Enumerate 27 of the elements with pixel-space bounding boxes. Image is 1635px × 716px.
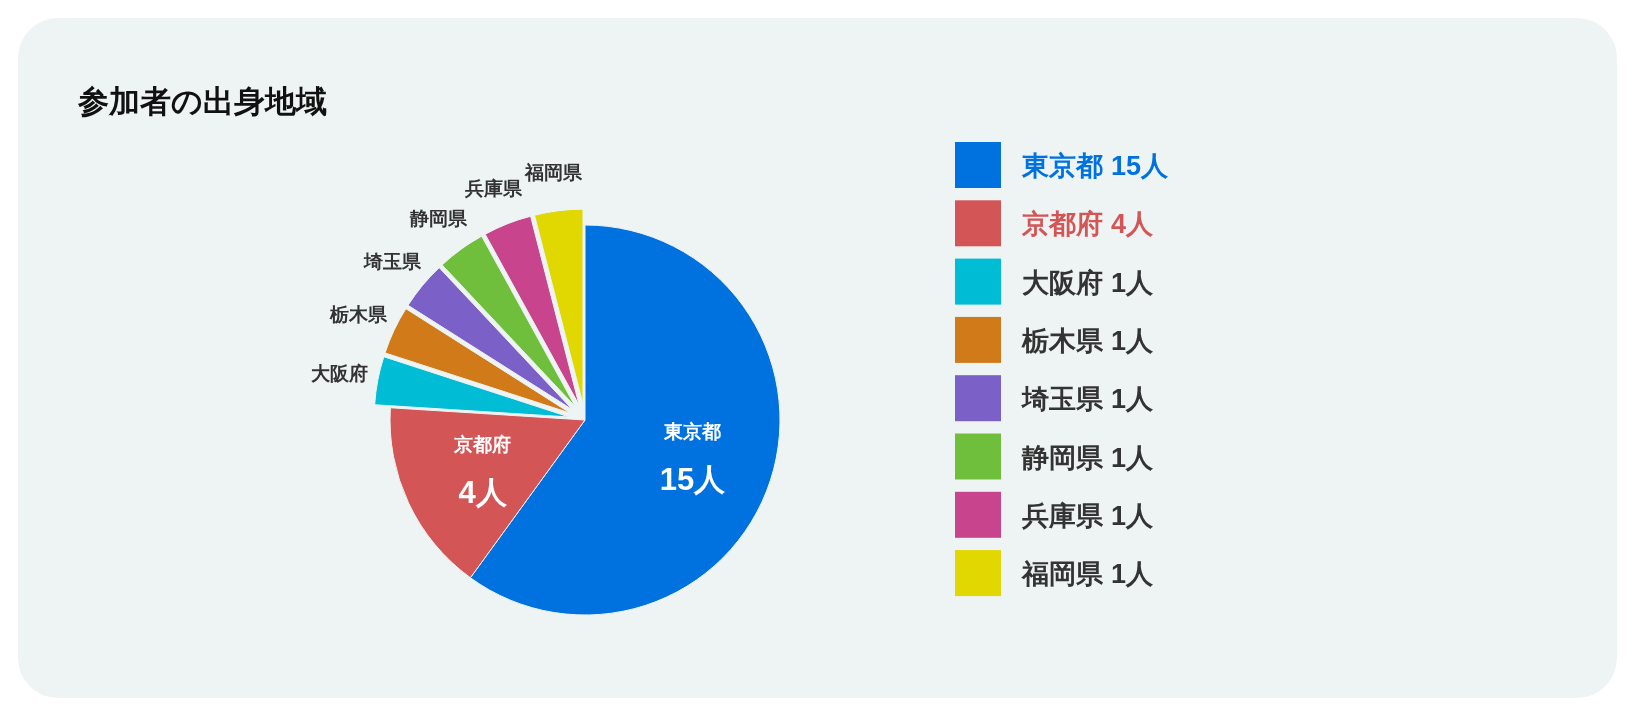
legend-value: 1人 xyxy=(1111,559,1154,590)
slice-label: 静岡県 xyxy=(409,207,467,229)
legend-label: 大阪府 xyxy=(1022,267,1103,298)
slice-label: 兵庫県 xyxy=(464,177,522,199)
legend-label: 京都府 xyxy=(1022,209,1103,240)
legend-label: 福岡県 xyxy=(1022,559,1103,590)
title: 参加者の出身地域 xyxy=(78,84,327,119)
legend-label: 東京都 xyxy=(1022,151,1103,181)
slice-label: 福岡県 xyxy=(525,162,583,183)
slice-label: 大阪府 xyxy=(310,363,368,385)
legend-value: 4人 xyxy=(1111,209,1154,240)
legend-value: 15人 xyxy=(1111,151,1169,181)
data-label: 15人 xyxy=(659,461,726,497)
legend-label: 栃木県 xyxy=(1022,325,1103,356)
legend-label: 埼玉県 xyxy=(1022,384,1103,415)
data-label: 4人 xyxy=(458,475,507,511)
legend-value: 1人 xyxy=(1111,384,1154,415)
legend-value: 1人 xyxy=(1111,500,1154,531)
legend-value: 1人 xyxy=(1111,267,1154,298)
legend-value: 1人 xyxy=(1111,442,1154,473)
slice-label: 埼玉県 xyxy=(363,250,421,272)
legend-value: 1人 xyxy=(1111,325,1154,356)
slice-label: 東京都 xyxy=(664,420,722,442)
slice-label: 栃木県 xyxy=(330,303,388,325)
legend-label: 静岡県 xyxy=(1022,442,1103,473)
legend-label: 兵庫県 xyxy=(1022,500,1103,531)
slice-label: 京都府 xyxy=(454,434,512,456)
